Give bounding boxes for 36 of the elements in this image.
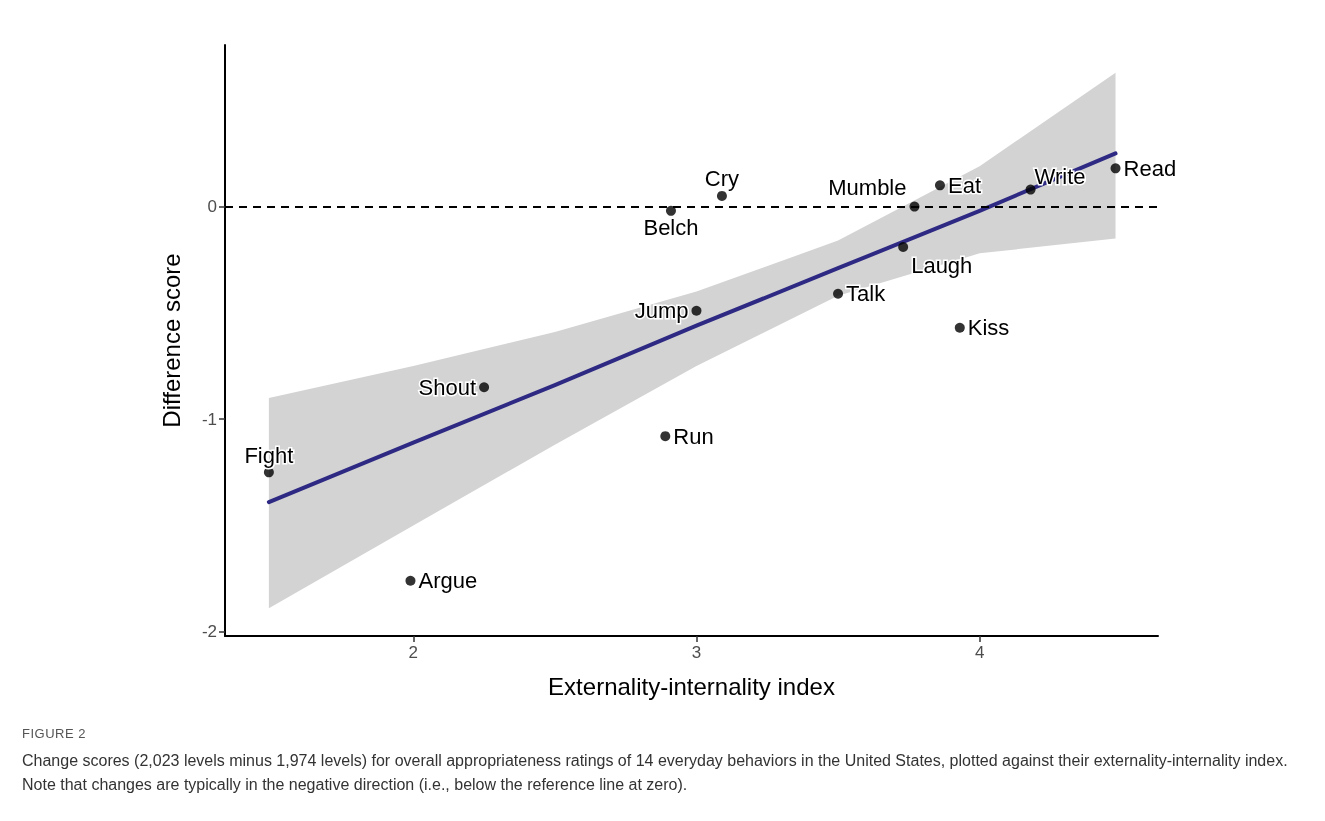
point	[898, 241, 909, 252]
y-tick-label: -1	[201, 409, 217, 429]
annotation: Laugh	[911, 253, 973, 279]
text: Change scores (2,023 levels minus 1,974 levels) for overall appropriateness ratings of 14 everyday behaviors in the United States, plotted against their externality-internality index. Note that changes are typically in the negative direction (i.e., below the reference line at zero).	[22, 751, 1289, 795]
annotation: Mumble	[828, 175, 907, 201]
point	[954, 322, 965, 333]
x-tick-label: 3	[691, 643, 702, 662]
point	[479, 382, 490, 393]
annotation: Kiss	[967, 315, 1010, 341]
annotation: Jump	[634, 298, 689, 324]
point	[833, 288, 844, 299]
point	[716, 190, 727, 201]
point	[1025, 184, 1036, 195]
x-tick-label: 2	[408, 643, 419, 662]
annotation: Talk	[846, 281, 887, 307]
x-tick-label: 4	[974, 643, 985, 662]
point	[1110, 163, 1121, 174]
annotation: Shout	[418, 374, 477, 400]
annotation: Fight	[244, 442, 294, 468]
point	[665, 205, 676, 216]
y-tick-label: 0	[207, 197, 217, 217]
y-axis-title: Difference score	[157, 253, 185, 428]
annotation: Belch	[643, 215, 699, 241]
annotation: Read	[1123, 155, 1177, 181]
annotation: Eat	[947, 172, 981, 198]
annotation: Cry	[704, 166, 740, 192]
annotation: Argue	[418, 568, 478, 594]
point	[405, 575, 416, 586]
point	[909, 201, 920, 212]
y-tick-label: -2	[201, 622, 217, 642]
point	[660, 431, 671, 442]
point	[691, 305, 702, 316]
point	[934, 180, 945, 191]
annotation: Run	[673, 423, 714, 449]
caption: FIGURE 2	[22, 726, 87, 741]
x-axis-title: Externality-internality index	[548, 672, 835, 700]
